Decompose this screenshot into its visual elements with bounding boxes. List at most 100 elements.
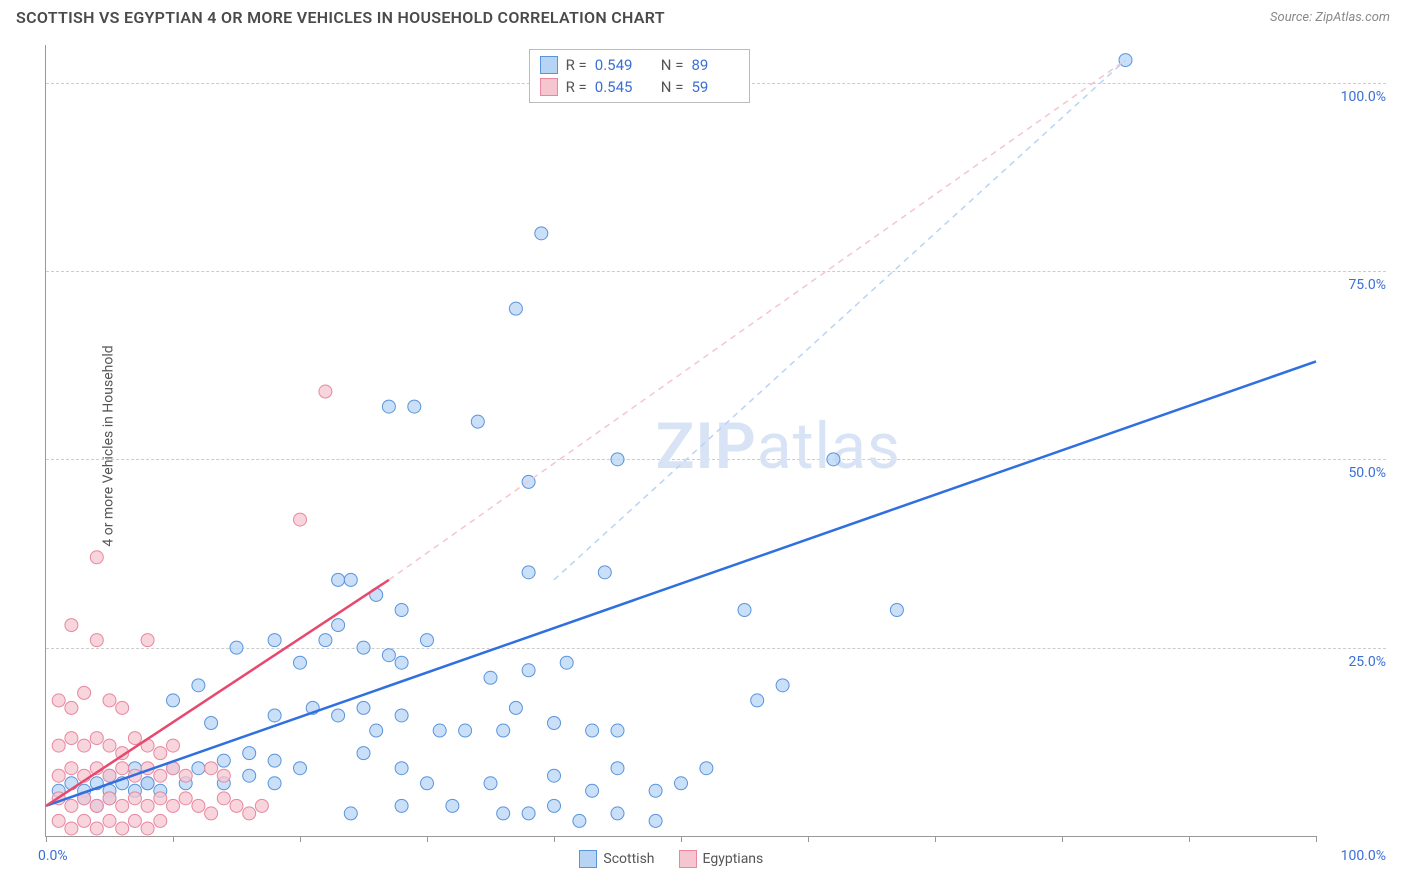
data-point xyxy=(586,784,599,797)
r-label: R = xyxy=(566,56,587,74)
data-point xyxy=(484,671,497,684)
data-point xyxy=(217,769,230,782)
data-point xyxy=(179,792,192,805)
data-point xyxy=(738,604,751,617)
legend-row: R =0.549N =89 xyxy=(540,54,740,76)
trend-line xyxy=(46,580,389,806)
data-point xyxy=(116,799,129,812)
data-point xyxy=(52,694,65,707)
data-point xyxy=(90,551,103,564)
x-axis-max-label: 100.0% xyxy=(1341,848,1386,864)
series-legend: Scottish Egyptians xyxy=(579,850,763,868)
data-point xyxy=(344,807,357,820)
data-point xyxy=(52,769,65,782)
n-label: N = xyxy=(661,78,684,96)
data-point xyxy=(611,807,624,820)
data-point xyxy=(319,385,332,398)
data-point xyxy=(382,649,395,662)
data-point xyxy=(154,769,167,782)
data-point xyxy=(497,724,510,737)
n-value: 89 xyxy=(691,56,739,74)
r-value: 0.545 xyxy=(595,78,643,96)
legend-swatch xyxy=(579,850,597,868)
data-point xyxy=(611,724,624,737)
data-point xyxy=(90,799,103,812)
data-point xyxy=(522,566,535,579)
x-tick xyxy=(173,836,174,842)
x-tick xyxy=(1189,836,1190,842)
data-point xyxy=(243,769,256,782)
data-point xyxy=(167,694,180,707)
data-point xyxy=(268,754,281,767)
data-point xyxy=(611,453,624,466)
data-point xyxy=(649,814,662,827)
data-point xyxy=(548,769,561,782)
data-point xyxy=(268,709,281,722)
data-point xyxy=(192,762,205,775)
series-label: Scottish xyxy=(603,851,654,867)
data-point xyxy=(217,792,230,805)
data-point xyxy=(421,634,434,647)
data-point xyxy=(319,634,332,647)
data-point xyxy=(141,799,154,812)
data-point xyxy=(141,822,154,835)
data-point xyxy=(103,792,116,805)
data-point xyxy=(52,739,65,752)
data-point xyxy=(103,739,116,752)
data-point xyxy=(179,769,192,782)
data-point xyxy=(471,415,484,428)
data-point xyxy=(611,762,624,775)
legend-row: R = 0.545 N = 59 xyxy=(540,76,740,98)
data-point xyxy=(395,799,408,812)
data-point xyxy=(548,799,561,812)
trend-line-extrapolated xyxy=(554,60,1126,580)
r-value: 0.549 xyxy=(595,56,643,74)
correlation-legend: R = 0.549 N = 89 R = 0.545 N = 59 xyxy=(529,49,751,103)
data-point xyxy=(141,777,154,790)
series-label: Egyptians xyxy=(703,851,764,867)
series-legend-item: Egyptians xyxy=(679,850,764,868)
data-point xyxy=(395,709,408,722)
data-point xyxy=(395,656,408,669)
data-point xyxy=(332,573,345,586)
n-value: 59 xyxy=(691,78,739,96)
data-point xyxy=(675,777,688,790)
data-point xyxy=(128,732,141,745)
data-point xyxy=(370,724,383,737)
r-label: R = xyxy=(566,78,587,96)
data-point xyxy=(395,604,408,617)
x-tick xyxy=(554,836,555,842)
data-point xyxy=(78,739,91,752)
data-point xyxy=(751,694,764,707)
trend-line-extrapolated xyxy=(389,60,1126,580)
data-point xyxy=(357,747,370,760)
data-point xyxy=(294,762,307,775)
legend-swatch xyxy=(540,56,558,74)
data-point xyxy=(294,656,307,669)
data-point xyxy=(509,302,522,315)
data-point xyxy=(586,724,599,737)
data-point xyxy=(446,799,459,812)
data-point xyxy=(205,762,218,775)
data-point xyxy=(357,701,370,714)
scatter-plot xyxy=(46,45,1316,836)
data-point xyxy=(776,679,789,692)
data-point xyxy=(128,814,141,827)
data-point xyxy=(573,814,586,827)
data-point xyxy=(827,453,840,466)
data-point xyxy=(395,762,408,775)
data-point xyxy=(700,762,713,775)
data-point xyxy=(205,807,218,820)
data-point xyxy=(243,747,256,760)
data-point xyxy=(116,762,129,775)
data-point xyxy=(78,686,91,699)
data-point xyxy=(90,732,103,745)
data-point xyxy=(344,573,357,586)
data-point xyxy=(522,664,535,677)
source-attribution: Source: ZipAtlas.com xyxy=(1270,10,1390,25)
data-point xyxy=(535,227,548,240)
data-point xyxy=(154,792,167,805)
data-point xyxy=(230,799,243,812)
y-tick-label: 75.0% xyxy=(1326,277,1386,293)
data-point xyxy=(65,732,78,745)
